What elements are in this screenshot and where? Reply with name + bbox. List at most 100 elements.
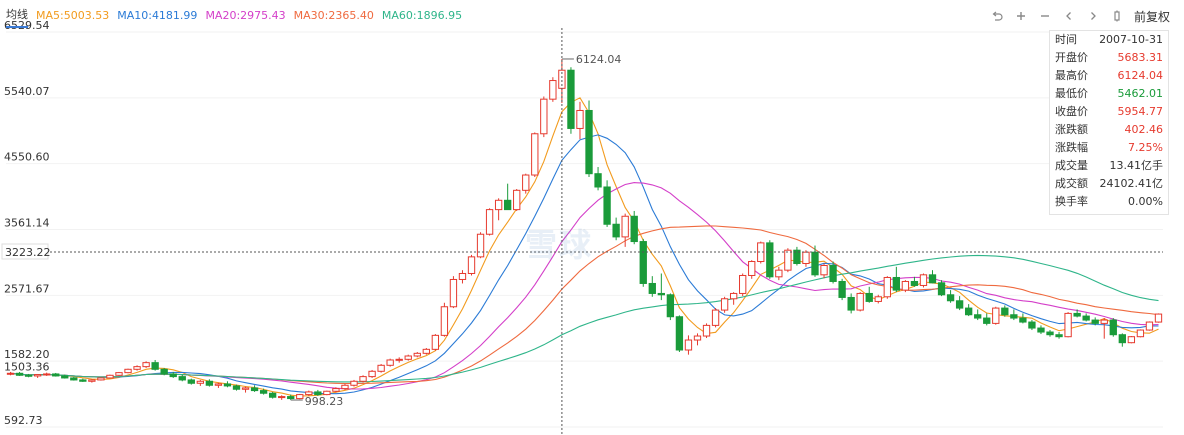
candle-body bbox=[106, 374, 114, 379]
candle-body bbox=[449, 278, 458, 308]
candle-body bbox=[748, 261, 756, 276]
candle-body bbox=[458, 272, 467, 280]
candle-body bbox=[494, 199, 503, 211]
candle-body bbox=[1037, 327, 1045, 333]
candle-body bbox=[1127, 336, 1136, 344]
candle-body bbox=[1055, 334, 1063, 338]
candle-body bbox=[540, 98, 548, 135]
candle-body bbox=[946, 294, 955, 302]
scroll-left-icon[interactable] bbox=[1060, 7, 1078, 25]
candle-body bbox=[621, 215, 629, 238]
candle-body bbox=[838, 280, 846, 298]
info-panel: 时间 2007-10-31 开盘价 5683.31 最高价 6124.04 最低价 54… bbox=[1049, 30, 1169, 215]
zoom-out-icon[interactable] bbox=[1036, 7, 1054, 25]
candle-body bbox=[612, 223, 620, 238]
candle-body bbox=[1145, 321, 1154, 331]
candle-body bbox=[820, 265, 828, 276]
candle-body bbox=[576, 109, 584, 129]
candle-body bbox=[377, 364, 385, 372]
candle-body bbox=[61, 375, 69, 379]
grid bbox=[6, 31, 1163, 428]
candle-body bbox=[549, 80, 557, 100]
info-label: 换手率 bbox=[1055, 195, 1088, 208]
candle-body bbox=[305, 391, 313, 396]
ma60-label: MA60:1896.95 bbox=[381, 8, 463, 22]
info-row-low: 最低价 5462.01 bbox=[1050, 85, 1168, 103]
candle-body bbox=[513, 189, 521, 211]
candle-body bbox=[341, 384, 349, 390]
candle-body bbox=[323, 390, 331, 396]
zoom-in-icon[interactable] bbox=[1012, 7, 1030, 25]
info-row-volume: 成交量 13.41亿手 bbox=[1050, 157, 1168, 175]
candle-body bbox=[955, 300, 964, 309]
info-value: 6124.04 bbox=[1117, 69, 1164, 82]
candle-body bbox=[919, 274, 928, 286]
candle-body bbox=[70, 377, 78, 381]
ma60-line bbox=[10, 254, 1159, 383]
y-tick-label: 4550.60 bbox=[4, 151, 50, 164]
indicator-bar: 均线 MA5:5003.53 MA10:4181.99 MA20:2975.43… bbox=[6, 6, 470, 28]
candle-body bbox=[739, 274, 747, 294]
info-row-change: 涨跌额 402.46 bbox=[1050, 121, 1168, 139]
undo-icon[interactable] bbox=[988, 7, 1006, 25]
scroll-right-icon[interactable] bbox=[1084, 7, 1102, 25]
moving-average-lines bbox=[10, 97, 1159, 397]
info-row-close: 收盘价 5954.77 bbox=[1050, 103, 1168, 121]
candle-body bbox=[404, 355, 412, 360]
info-label: 最高价 bbox=[1055, 69, 1088, 82]
candle-body bbox=[1136, 329, 1145, 338]
info-row-turnover: 成交额 24102.41亿 bbox=[1050, 175, 1168, 193]
candle-body bbox=[847, 296, 855, 311]
candle-body bbox=[910, 280, 919, 286]
candle-body bbox=[250, 387, 259, 392]
candle-body bbox=[883, 276, 891, 298]
candle-body bbox=[413, 352, 421, 357]
candle-body bbox=[865, 292, 873, 302]
candle-body bbox=[901, 280, 910, 291]
candle-body bbox=[784, 249, 792, 271]
candle-body bbox=[314, 391, 322, 396]
candle-body bbox=[1046, 331, 1054, 336]
candle-body bbox=[395, 358, 403, 361]
info-row-open: 开盘价 5683.31 bbox=[1050, 49, 1168, 67]
candle-body bbox=[187, 379, 195, 384]
candle-body bbox=[287, 396, 295, 400]
candle-body bbox=[964, 307, 973, 316]
candle-body bbox=[702, 324, 711, 337]
candle-body bbox=[368, 370, 376, 378]
info-value: 5683.31 bbox=[1117, 51, 1164, 64]
y-tick-label: 3561.14 bbox=[4, 216, 50, 229]
candle-body bbox=[296, 394, 304, 400]
candle-body bbox=[1019, 317, 1027, 323]
indicator-tab-ma[interactable]: 均线 bbox=[6, 6, 28, 28]
candle-body bbox=[693, 335, 702, 341]
candle-body bbox=[874, 296, 882, 302]
annotations: 3223.22 1503.36 6124.04 998.23 bbox=[1, 28, 1163, 435]
info-row-turnover-rate: 换手率 0.00% bbox=[1050, 193, 1168, 211]
candle-body bbox=[729, 292, 738, 300]
watermark: 雪球 bbox=[525, 226, 594, 264]
candle-body bbox=[205, 380, 214, 386]
adjust-mode-button[interactable]: 前复权 bbox=[1133, 9, 1170, 24]
candle-body bbox=[1028, 321, 1036, 329]
settings-icon[interactable] bbox=[1108, 7, 1126, 25]
candle-body bbox=[422, 348, 430, 354]
candle-body bbox=[648, 282, 656, 294]
candle-body bbox=[594, 173, 602, 188]
candle-body bbox=[522, 174, 530, 191]
candle-body bbox=[223, 383, 232, 387]
candle-body bbox=[259, 390, 268, 394]
candle-body bbox=[124, 368, 132, 374]
candle-body bbox=[142, 362, 150, 368]
candle-body bbox=[1109, 319, 1117, 336]
candle-body bbox=[603, 186, 611, 225]
candle-body bbox=[214, 383, 223, 386]
candle-body bbox=[115, 372, 123, 376]
min-price-label: 998.23 bbox=[305, 395, 344, 408]
info-label: 最低价 bbox=[1055, 87, 1088, 100]
info-value: 24102.41亿 bbox=[1099, 177, 1164, 190]
candle-body bbox=[829, 265, 837, 282]
candle-body bbox=[196, 380, 205, 384]
candle-body bbox=[431, 334, 440, 350]
